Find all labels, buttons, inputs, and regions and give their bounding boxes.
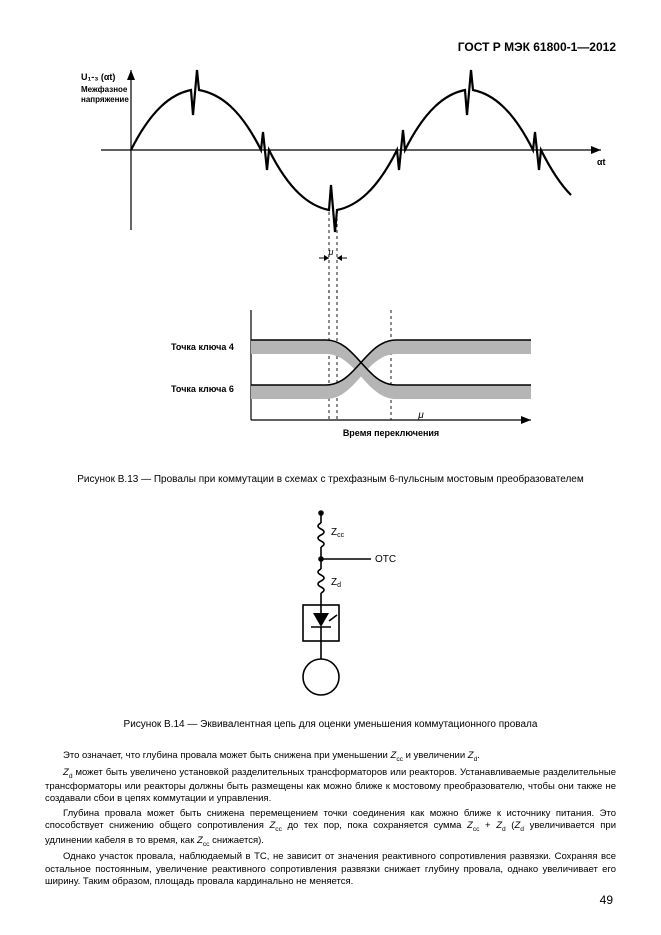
fig-b13-point-a: Точка ключа 4 xyxy=(171,342,234,352)
document-id: ГОСТ Р МЭК 61800-1—2012 xyxy=(45,40,616,54)
fig-b13-point-b: Точка ключа 6 xyxy=(171,384,234,394)
bt-p3-end: снижается). xyxy=(209,835,264,846)
fig-b13-mu-top: μ xyxy=(327,247,333,257)
figure-b13-caption: Рисунок В.13 — Провалы при коммутации в … xyxy=(45,474,616,485)
figure-b13: U₁-₃ (αt) Межфазное напряжение αt μ xyxy=(51,60,611,460)
bt-p4: Однако участок провала, наблюдаемый в ТС… xyxy=(45,851,616,888)
fig-b13-mu-bottom: μ xyxy=(417,410,424,421)
fig-b13-yaxis-sub2: напряжение xyxy=(81,95,129,104)
fig-b14-zd: Zd xyxy=(331,577,341,589)
body-text: Это означает, что глубина провала может … xyxy=(45,750,616,888)
fig-b14-otc: ОТС xyxy=(375,554,396,565)
fig-b13-yaxis-label: U₁-₃ (αt) xyxy=(81,72,115,82)
bt-p1-mid: и увеличении xyxy=(403,750,468,761)
fig-b13-xaxis-label: αt xyxy=(597,157,606,167)
bt-p1-pre: Это означает, что глубина провала может … xyxy=(63,750,391,761)
figure-b14-caption: Рисунок В.14 — Эквивалентная цепь для оц… xyxy=(45,719,616,730)
bt-p2: может быть увеличено установкой разделит… xyxy=(45,767,616,805)
fig-b14-zcc: Zсс xyxy=(331,527,345,539)
page-number: 49 xyxy=(600,893,613,907)
fig-b13-yaxis-sub: Межфазное xyxy=(81,85,128,94)
figure-b14: Zсс ОТС Zd xyxy=(231,505,431,705)
bt-p3-mid: до тех пор, пока сохраняется сумма xyxy=(282,820,467,831)
fig-b13-waveform xyxy=(131,70,571,232)
bt-p1-end: . xyxy=(477,750,480,761)
fig-b13-switch-time: Время переключения xyxy=(342,428,438,438)
